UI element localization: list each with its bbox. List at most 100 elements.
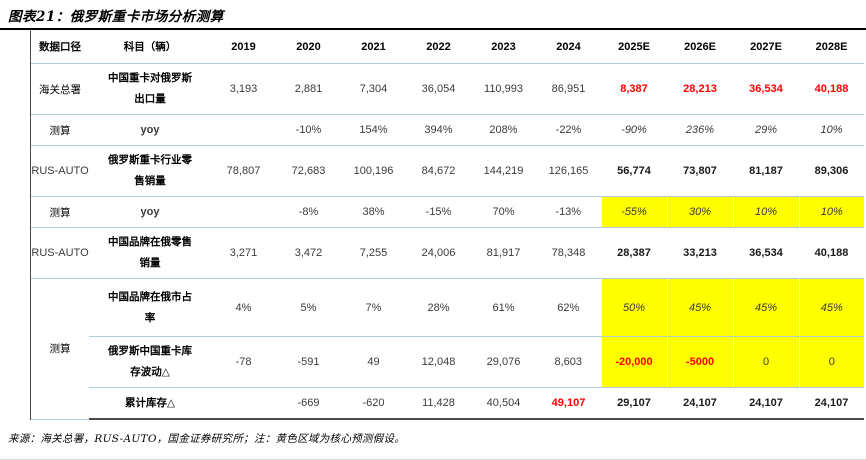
forecast-cell: 28,387 <box>601 227 667 279</box>
forecast-cell: 89,306 <box>799 145 864 197</box>
value-cell: 2,881 <box>276 63 341 115</box>
forecast-cell-highlighted: 10% <box>798 196 864 228</box>
source-cell: 测算 <box>31 114 89 146</box>
value-cell: 12,048 <box>406 336 471 388</box>
table-row-industry-yoy: 测算 yoy -8% 38% -15% 70% -13% -55% 30% 10… <box>31 196 864 228</box>
source-cell: RUS-AUTO <box>31 145 89 197</box>
value-cell: 110,993 <box>471 63 536 115</box>
analysis-table-wrapper: 数据口径 科目（辆） 2019 2020 2021 2022 2023 2024… <box>30 30 864 420</box>
column-header: 2024 <box>536 30 601 64</box>
column-header: 2025E <box>601 30 667 64</box>
value-cell: 3,271 <box>211 227 276 279</box>
value-cell: 49,107 <box>536 387 601 420</box>
subject-cell: 中国重卡对俄罗斯出口量 <box>89 63 211 115</box>
value-cell: 40,504 <box>471 387 536 420</box>
forecast-cell-highlighted: 0 <box>732 336 799 388</box>
value-cell: -669 <box>276 387 341 420</box>
value-cell: -22% <box>536 114 601 146</box>
source-note: 来源：海关总署，RUS-AUTO，国金证券研究所；注：黄色区域为核心预测假设。 <box>8 433 406 445</box>
forecast-cell: 81,187 <box>733 145 799 197</box>
value-cell: 28% <box>406 278 471 337</box>
russia-heavy-truck-table: 数据口径 科目（辆） 2019 2020 2021 2022 2023 2024… <box>31 30 864 420</box>
column-header: 2022 <box>406 30 471 64</box>
value-cell: 70% <box>471 196 536 228</box>
value-cell: 394% <box>406 114 471 146</box>
forecast-cell-highlighted: -20,000 <box>600 336 667 388</box>
value-cell: 38% <box>341 196 406 228</box>
source-cell: 海关总署 <box>31 63 89 115</box>
table-row-inventory-change: 俄罗斯中国重卡库存波动△ -78 -591 49 12,048 29,076 8… <box>31 336 864 388</box>
value-cell: 3,472 <box>276 227 341 279</box>
forecast-cell: 29% <box>733 114 799 146</box>
forecast-cell-highlighted: 30% <box>666 196 733 228</box>
table-row-market-share: 测算 中国品牌在俄市占率 4% 5% 7% 28% 61% 62% 50% 45… <box>31 278 864 420</box>
forecast-cell: 24,107 <box>733 387 799 420</box>
value-cell: -8% <box>276 196 341 228</box>
value-cell: 72,683 <box>276 145 341 197</box>
forecast-cell-highlighted: -5000 <box>666 336 733 388</box>
column-header: 2019 <box>211 30 276 64</box>
value-cell: 49 <box>341 336 406 388</box>
value-cell <box>211 196 276 228</box>
value-cell: -10% <box>276 114 341 146</box>
column-header: 数据口径 <box>31 30 89 64</box>
forecast-cell: 40,188 <box>799 63 864 115</box>
forecast-cell: 73,807 <box>667 145 733 197</box>
forecast-cell: 56,774 <box>601 145 667 197</box>
forecast-cell: 28,213 <box>667 63 733 115</box>
forecast-cell-highlighted: 50% <box>600 278 667 337</box>
forecast-cell: -90% <box>601 114 667 146</box>
subject-cell: 中国品牌在俄零售销量 <box>89 227 211 279</box>
column-header: 2020 <box>276 30 341 64</box>
forecast-cell: 36,534 <box>733 63 799 115</box>
value-cell: 3,193 <box>211 63 276 115</box>
value-cell: 7,255 <box>341 227 406 279</box>
source-cell-merged: 测算 <box>31 278 89 420</box>
value-cell: 7% <box>341 278 406 337</box>
title-underline <box>0 28 866 30</box>
value-cell: 5% <box>276 278 341 337</box>
value-cell: 154% <box>341 114 406 146</box>
value-cell <box>211 387 276 420</box>
table-row-exports-yoy: 测算 yoy -10% 154% 394% 208% -22% -90% 236… <box>31 114 864 146</box>
forecast-cell-highlighted: 45% <box>732 278 799 337</box>
subject-cell: yoy <box>89 196 211 228</box>
value-cell: 4% <box>211 278 276 337</box>
value-cell: 24,006 <box>406 227 471 279</box>
header-row: 数据口径 科目（辆） 2019 2020 2021 2022 2023 2024… <box>31 30 864 64</box>
value-cell: 81,917 <box>471 227 536 279</box>
value-cell: 61% <box>471 278 536 337</box>
source-cell: RUS-AUTO <box>31 227 89 279</box>
forecast-cell: 40,188 <box>799 227 864 279</box>
forecast-cell-highlighted: 45% <box>666 278 733 337</box>
forecast-cell: 33,213 <box>667 227 733 279</box>
value-cell: -13% <box>536 196 601 228</box>
forecast-cell: 24,107 <box>667 387 733 420</box>
table-row-china-brand-retail: RUS-AUTO 中国品牌在俄零售销量 3,271 3,472 7,255 24… <box>31 227 864 279</box>
value-cell: 29,076 <box>471 336 536 388</box>
value-cell: 78,807 <box>211 145 276 197</box>
value-cell: 7,304 <box>341 63 406 115</box>
forecast-cell-highlighted: 0 <box>798 336 864 388</box>
forecast-cell: 36,534 <box>733 227 799 279</box>
forecast-cell: 8,387 <box>601 63 667 115</box>
table-row-cumulative-inventory: 累计库存△ -669 -620 11,428 40,504 49,107 29,… <box>31 387 864 420</box>
source-cell: 测算 <box>31 196 89 228</box>
column-header: 2028E <box>799 30 864 64</box>
figure-title: 图表21：俄罗斯重卡市场分析测算 <box>8 9 224 25</box>
subject-cell: yoy <box>89 114 211 146</box>
forecast-cell-highlighted: 10% <box>732 196 799 228</box>
value-cell: 84,672 <box>406 145 471 197</box>
value-cell: 62% <box>536 278 601 337</box>
forecast-cell-highlighted: 45% <box>798 278 864 337</box>
table-row-industry-retail: RUS-AUTO 俄罗斯重卡行业零售销量 78,807 72,683 100,1… <box>31 145 864 197</box>
subject-cell: 俄罗斯重卡行业零售销量 <box>89 145 211 197</box>
subject-cell: 俄罗斯中国重卡库存波动△ <box>89 336 211 388</box>
subject-cell: 累计库存△ <box>89 387 211 420</box>
column-header: 2021 <box>341 30 406 64</box>
subject-cell: 中国品牌在俄市占率 <box>89 278 211 337</box>
value-cell: 144,219 <box>471 145 536 197</box>
value-cell: 86,951 <box>536 63 601 115</box>
column-header: 2023 <box>471 30 536 64</box>
value-cell: 8,603 <box>536 336 601 388</box>
